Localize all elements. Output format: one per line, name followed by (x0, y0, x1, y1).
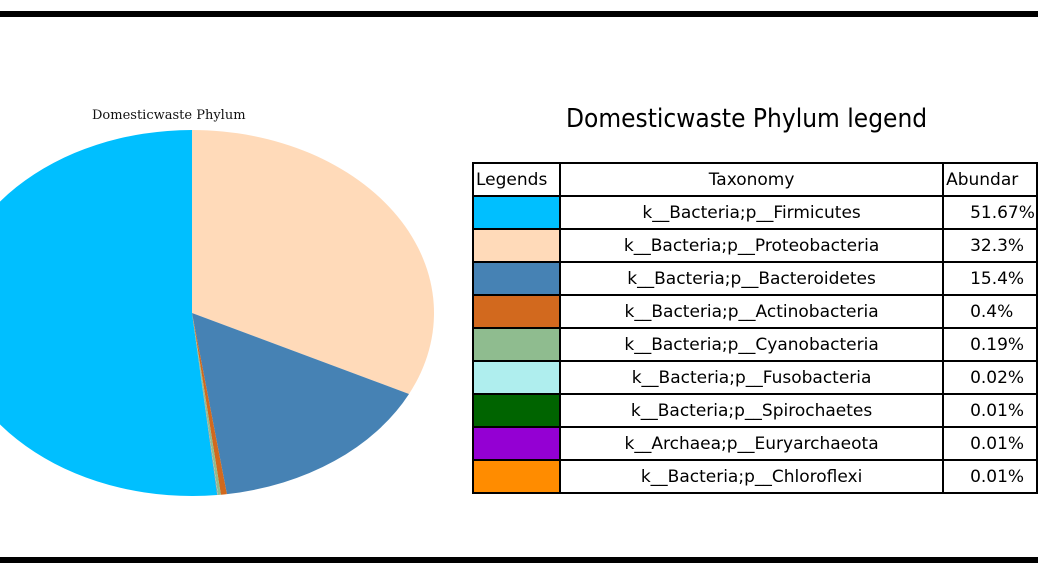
legend-abundance: 15.4% (942, 261, 1038, 296)
legend-row: k__Bacteria;p__Chloroflexi 0.01% (471, 459, 1038, 494)
legend-swatch-cell (471, 393, 562, 428)
legend-swatch (475, 231, 559, 260)
legend-swatch (475, 396, 559, 425)
legend-taxonomy: k__Bacteria;p__Proteobacteria (559, 228, 945, 263)
legend-swatch-cell (471, 426, 562, 461)
legend-swatch-cell (471, 327, 562, 362)
pie-slice (0, 130, 218, 496)
pie-slice (192, 313, 218, 495)
pie-slice (192, 313, 410, 495)
header-legends: Legends (471, 162, 562, 197)
legend-swatch (475, 297, 559, 326)
legend-abundance: 0.01% (942, 393, 1038, 428)
legend-row: k__Bacteria;p__Firmicutes 51.67% (471, 195, 1038, 230)
legend-swatch-cell (471, 459, 562, 494)
legend-row: k__Bacteria;p__Bacteroidetes 15.4% (471, 261, 1038, 296)
pie-slice (192, 313, 219, 495)
header-taxonomy: Taxonomy (559, 162, 945, 197)
legend-table-header-row: Legends Taxonomy Abundar (471, 162, 1038, 197)
legend-row: k__Bacteria;p__Actinobacteria 0.4% (471, 294, 1038, 329)
legend-taxonomy: k__Bacteria;p__Bacteroidetes (559, 261, 945, 296)
legend-taxonomy: k__Archaea;p__Euryarchaeota (559, 426, 945, 461)
legend-swatch (475, 264, 559, 293)
pie-slice (192, 130, 435, 394)
legend-taxonomy: k__Bacteria;p__Fusobacteria (559, 360, 945, 395)
pie-slice (192, 313, 218, 495)
legend-row: k__Bacteria;p__Cyanobacteria 0.19% (471, 327, 1038, 362)
legend-abundance: 0.19% (942, 327, 1038, 362)
legend-swatch (475, 429, 559, 458)
legend-table: Legends Taxonomy Abundar k__Bacteria;p__… (471, 162, 1038, 494)
legend-abundance: 51.67% (942, 195, 1038, 230)
legend-abundance: 0.02% (942, 360, 1038, 395)
legend-swatch-cell (471, 261, 562, 296)
top-border-line (0, 11, 1038, 17)
pie-slice (192, 313, 218, 495)
legend-abundance: 0.4% (942, 294, 1038, 329)
legend-taxonomy: k__Bacteria;p__Firmicutes (559, 195, 945, 230)
legend-row: k__Archaea;p__Euryarchaeota 0.01% (471, 426, 1038, 461)
legend-swatch-cell (471, 195, 562, 230)
legend-swatch (475, 462, 559, 491)
legend-taxonomy: k__Bacteria;p__Actinobacteria (559, 294, 945, 329)
pie-slice (192, 313, 221, 495)
legend-swatch-cell (471, 294, 562, 329)
legend-abundance: 0.01% (942, 459, 1038, 494)
legend-swatch-cell (471, 228, 562, 263)
bottom-border-line (0, 557, 1038, 563)
legend-swatch (475, 363, 559, 392)
legend-swatch-cell (471, 360, 562, 395)
legend-row: k__Bacteria;p__Spirochaetes 0.01% (471, 393, 1038, 428)
legend-taxonomy: k__Bacteria;p__Chloroflexi (559, 459, 945, 494)
legend-swatch (475, 330, 559, 359)
legend-abundance: 32.3% (942, 228, 1038, 263)
legend-row: k__Bacteria;p__Proteobacteria 32.3% (471, 228, 1038, 263)
legend-abundance: 0.01% (942, 426, 1038, 461)
pie-slice (192, 313, 227, 495)
legend-taxonomy: k__Bacteria;p__Cyanobacteria (559, 327, 945, 362)
legend-taxonomy: k__Bacteria;p__Spirochaetes (559, 393, 945, 428)
header-abundance: Abundar (942, 162, 1038, 197)
legend-swatch (475, 198, 559, 227)
pie-title: Domesticwaste Phylum (92, 108, 246, 123)
legend-row: k__Bacteria;p__Fusobacteria 0.02% (471, 360, 1038, 395)
legend-title: Domesticwaste Phylum legend (566, 104, 928, 134)
